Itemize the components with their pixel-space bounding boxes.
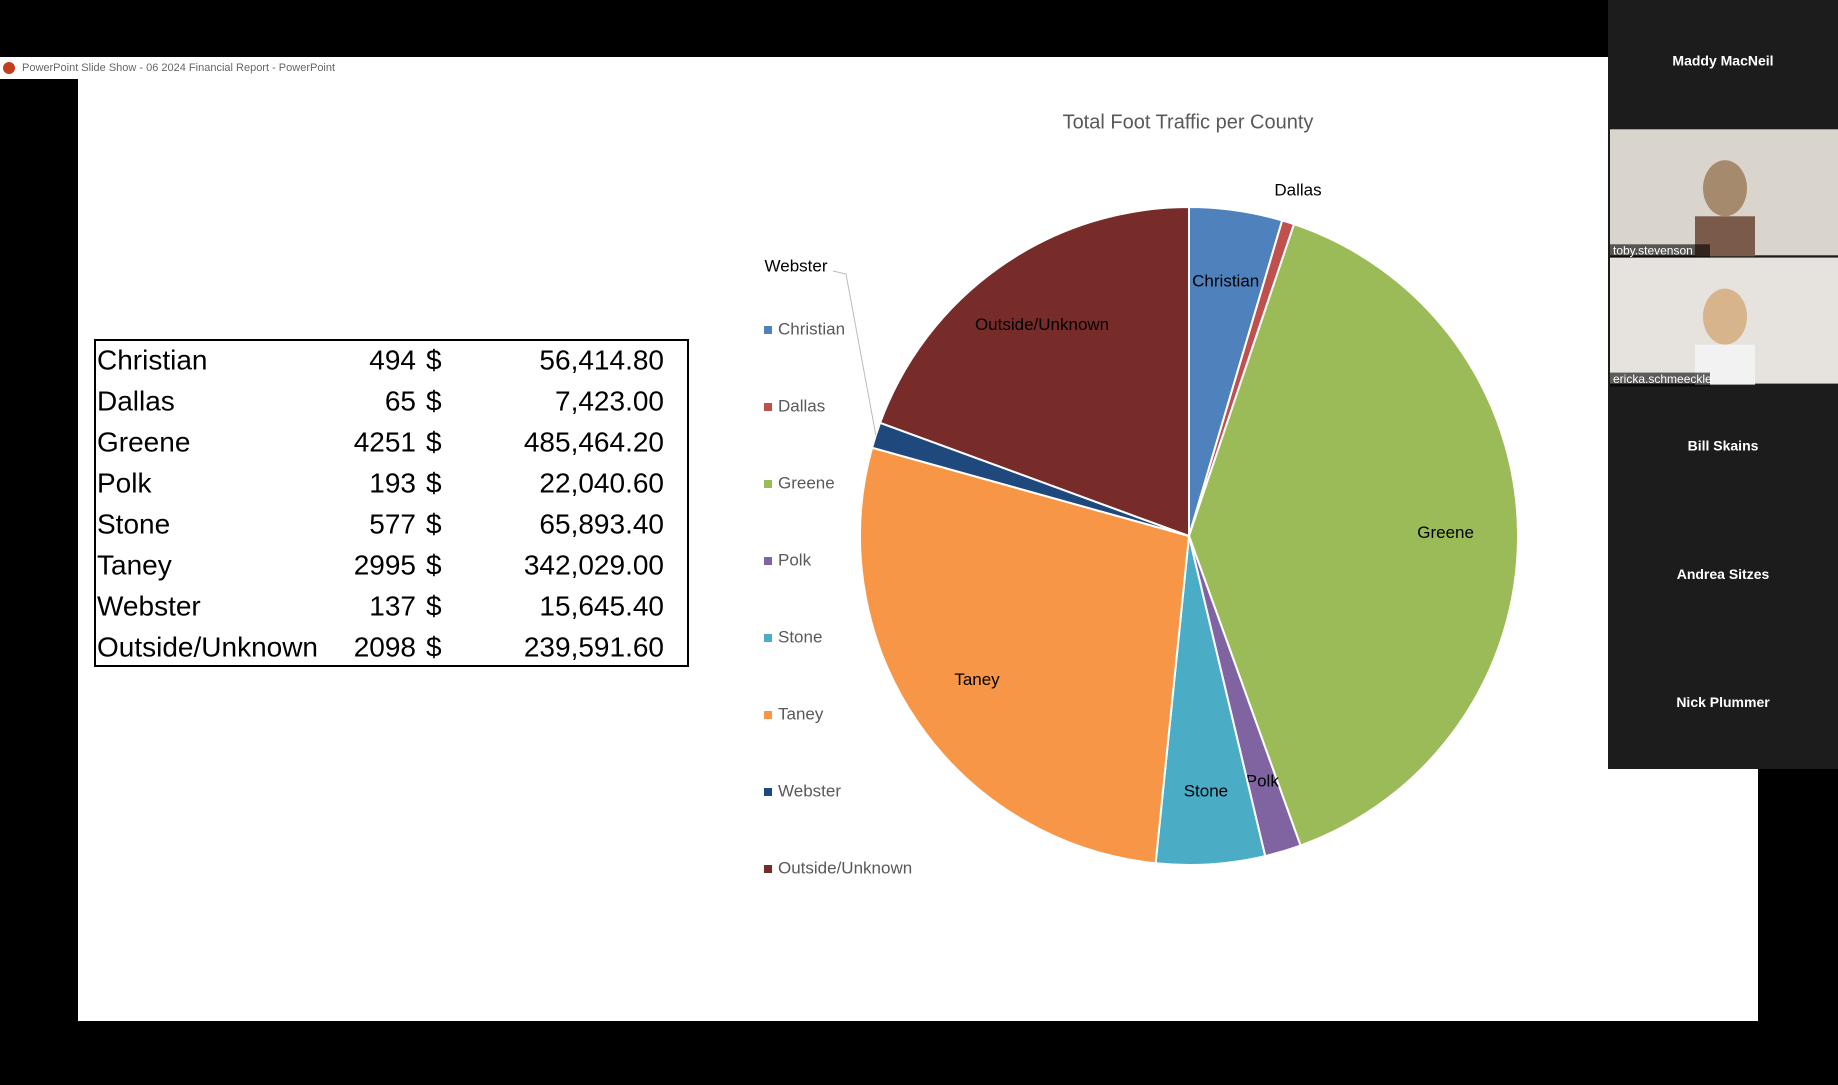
legend-label: Taney xyxy=(778,704,824,723)
legend-label: Dallas xyxy=(778,396,825,415)
legend-label: Outside/Unknown xyxy=(778,858,912,877)
legend-label: Webster xyxy=(778,781,841,800)
person xyxy=(1703,160,1747,217)
pie-slice xyxy=(878,205,1190,538)
table-count: 577 xyxy=(369,508,416,539)
table-amount: 342,029.00 xyxy=(524,549,664,580)
legend-label: Polk xyxy=(778,550,812,569)
participant-name: Andrea Sitzes xyxy=(1677,566,1770,582)
table-count: 193 xyxy=(369,467,416,498)
table-count: 65 xyxy=(385,385,416,416)
table-currency: $ xyxy=(426,344,442,375)
name-tag xyxy=(1610,244,1710,259)
pie-label: Taney xyxy=(954,670,1000,689)
table-currency: $ xyxy=(426,508,442,539)
table-name: Polk xyxy=(97,467,152,498)
pie-slice xyxy=(859,446,1191,865)
table-name: Outside/Unknown xyxy=(97,631,318,662)
table-currency: $ xyxy=(426,549,442,580)
table-amount: 65,893.40 xyxy=(539,508,664,539)
table-count: 2995 xyxy=(354,549,416,580)
participant-name: Nick Plummer xyxy=(1676,694,1770,710)
pie-label: Stone xyxy=(1184,782,1228,801)
table-amount: 7,423.00 xyxy=(555,385,664,416)
table-name: Dallas xyxy=(97,385,175,416)
table-currency: $ xyxy=(426,590,442,621)
participant-name: toby.stevenson xyxy=(1613,243,1693,257)
legend-swatch xyxy=(764,480,772,488)
table-amount: 485,464.20 xyxy=(524,426,664,457)
table-count: 494 xyxy=(369,344,416,375)
legend-swatch xyxy=(764,788,772,796)
window-title: PowerPoint Slide Show - 06 2024 Financia… xyxy=(22,62,335,74)
pie-label: Greene xyxy=(1417,523,1474,542)
table-currency: $ xyxy=(426,631,442,662)
table-count: 2098 xyxy=(354,631,416,662)
app-icon xyxy=(3,62,15,74)
legend-swatch xyxy=(764,634,772,642)
table-border xyxy=(94,339,689,667)
table-amount: 22,040.60 xyxy=(539,467,664,498)
pie-label: Polk xyxy=(1246,771,1280,790)
table-amount: 239,591.60 xyxy=(524,631,664,662)
participant-name: ericka.schmeeckle xyxy=(1613,372,1712,386)
legend-swatch xyxy=(764,557,772,565)
person xyxy=(1703,288,1747,345)
pie-label: Christian xyxy=(1192,272,1259,291)
chart-title: Total Foot Traffic per County xyxy=(1063,111,1314,133)
participant-name: Maddy MacNeil xyxy=(1672,53,1773,69)
pie-label: Dallas xyxy=(1274,180,1321,199)
legend-swatch xyxy=(764,711,772,719)
legend-label: Stone xyxy=(778,627,822,646)
table-name: Taney xyxy=(97,549,172,580)
pie-label: Outside/Unknown xyxy=(975,315,1109,334)
table-name: Christian xyxy=(97,344,207,375)
leader-line xyxy=(832,270,877,436)
pie-label: Webster xyxy=(765,256,828,275)
legend-label: Christian xyxy=(778,319,845,338)
legend-swatch xyxy=(764,865,772,873)
table-amount: 15,645.40 xyxy=(539,590,664,621)
table-count: 137 xyxy=(369,590,416,621)
legend-swatch xyxy=(764,326,772,334)
legend-swatch xyxy=(764,403,772,411)
name-tag xyxy=(1610,372,1710,387)
table-name: Stone xyxy=(97,508,170,539)
title-bar xyxy=(0,57,1608,79)
table-currency: $ xyxy=(426,426,442,457)
table-name: Greene xyxy=(97,426,190,457)
table-currency: $ xyxy=(426,467,442,498)
legend-label: Greene xyxy=(778,473,835,492)
table-name: Webster xyxy=(97,590,201,621)
pie-slice xyxy=(1187,222,1519,847)
table-count: 4251 xyxy=(354,426,416,457)
participant-name: Bill Skains xyxy=(1688,438,1759,454)
table-amount: 56,414.80 xyxy=(539,344,664,375)
table-currency: $ xyxy=(426,385,442,416)
